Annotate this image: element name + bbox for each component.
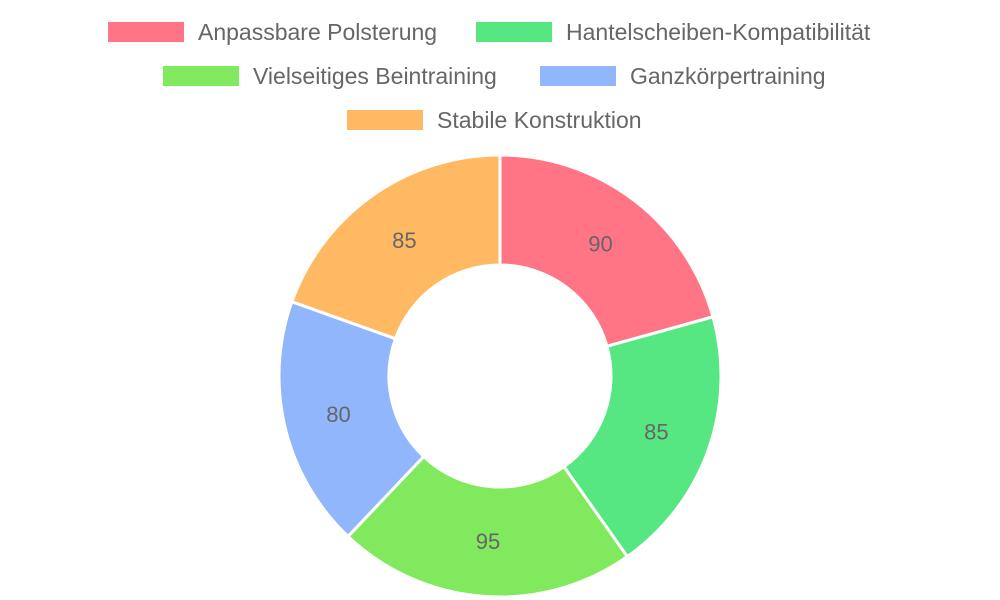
legend-item-stabile-konstruktion[interactable]: Stabile Konstruktion xyxy=(347,107,642,133)
data-label-hantelscheiben-kompatibilitaet: 85 xyxy=(644,419,668,444)
legend-swatch xyxy=(163,66,239,86)
legend-swatch xyxy=(540,66,616,86)
data-label-vielseitiges-beintraining: 95 xyxy=(476,529,500,554)
slice-anpassbare-polsterung[interactable] xyxy=(498,153,715,348)
slice-stabile-konstruktion[interactable] xyxy=(290,153,502,341)
chart-data-labels: 90 85 95 80 85 xyxy=(326,228,668,554)
legend-swatch xyxy=(476,22,552,42)
legend-swatch xyxy=(347,110,423,130)
legend-item-ganzkoerpertraining[interactable]: Ganzkörpertraining xyxy=(540,63,826,89)
legend-swatch xyxy=(108,22,184,42)
legend-item-anpassbare-polsterung[interactable]: Anpassbare Polsterung xyxy=(108,19,437,45)
slice-hantelscheiben-kompatibilitaet[interactable] xyxy=(562,315,723,559)
legend-label: Anpassbare Polsterung xyxy=(198,19,437,45)
chart-slices xyxy=(277,153,723,599)
legend-label: Stabile Konstruktion xyxy=(437,107,642,133)
data-label-ganzkoerpertraining: 80 xyxy=(326,402,350,427)
legend-label: Vielseitiges Beintraining xyxy=(253,63,497,89)
slice-ganzkoerpertraining[interactable] xyxy=(277,300,426,538)
legend-item-hantelscheiben-kompatibilitaet[interactable]: Hantelscheiben-Kompatibilität xyxy=(476,19,871,45)
chart-legend: Anpassbare Polsterung Hantelscheiben-Komp… xyxy=(108,19,871,133)
legend-label: Hantelscheiben-Kompatibilität xyxy=(566,19,871,45)
slice-vielseitiges-beintraining[interactable] xyxy=(346,455,629,599)
data-label-anpassbare-polsterung: 90 xyxy=(588,231,612,256)
legend-label: Ganzkörpertraining xyxy=(630,63,826,89)
data-label-stabile-konstruktion: 85 xyxy=(392,228,416,253)
legend-item-vielseitiges-beintraining[interactable]: Vielseitiges Beintraining xyxy=(163,63,497,89)
